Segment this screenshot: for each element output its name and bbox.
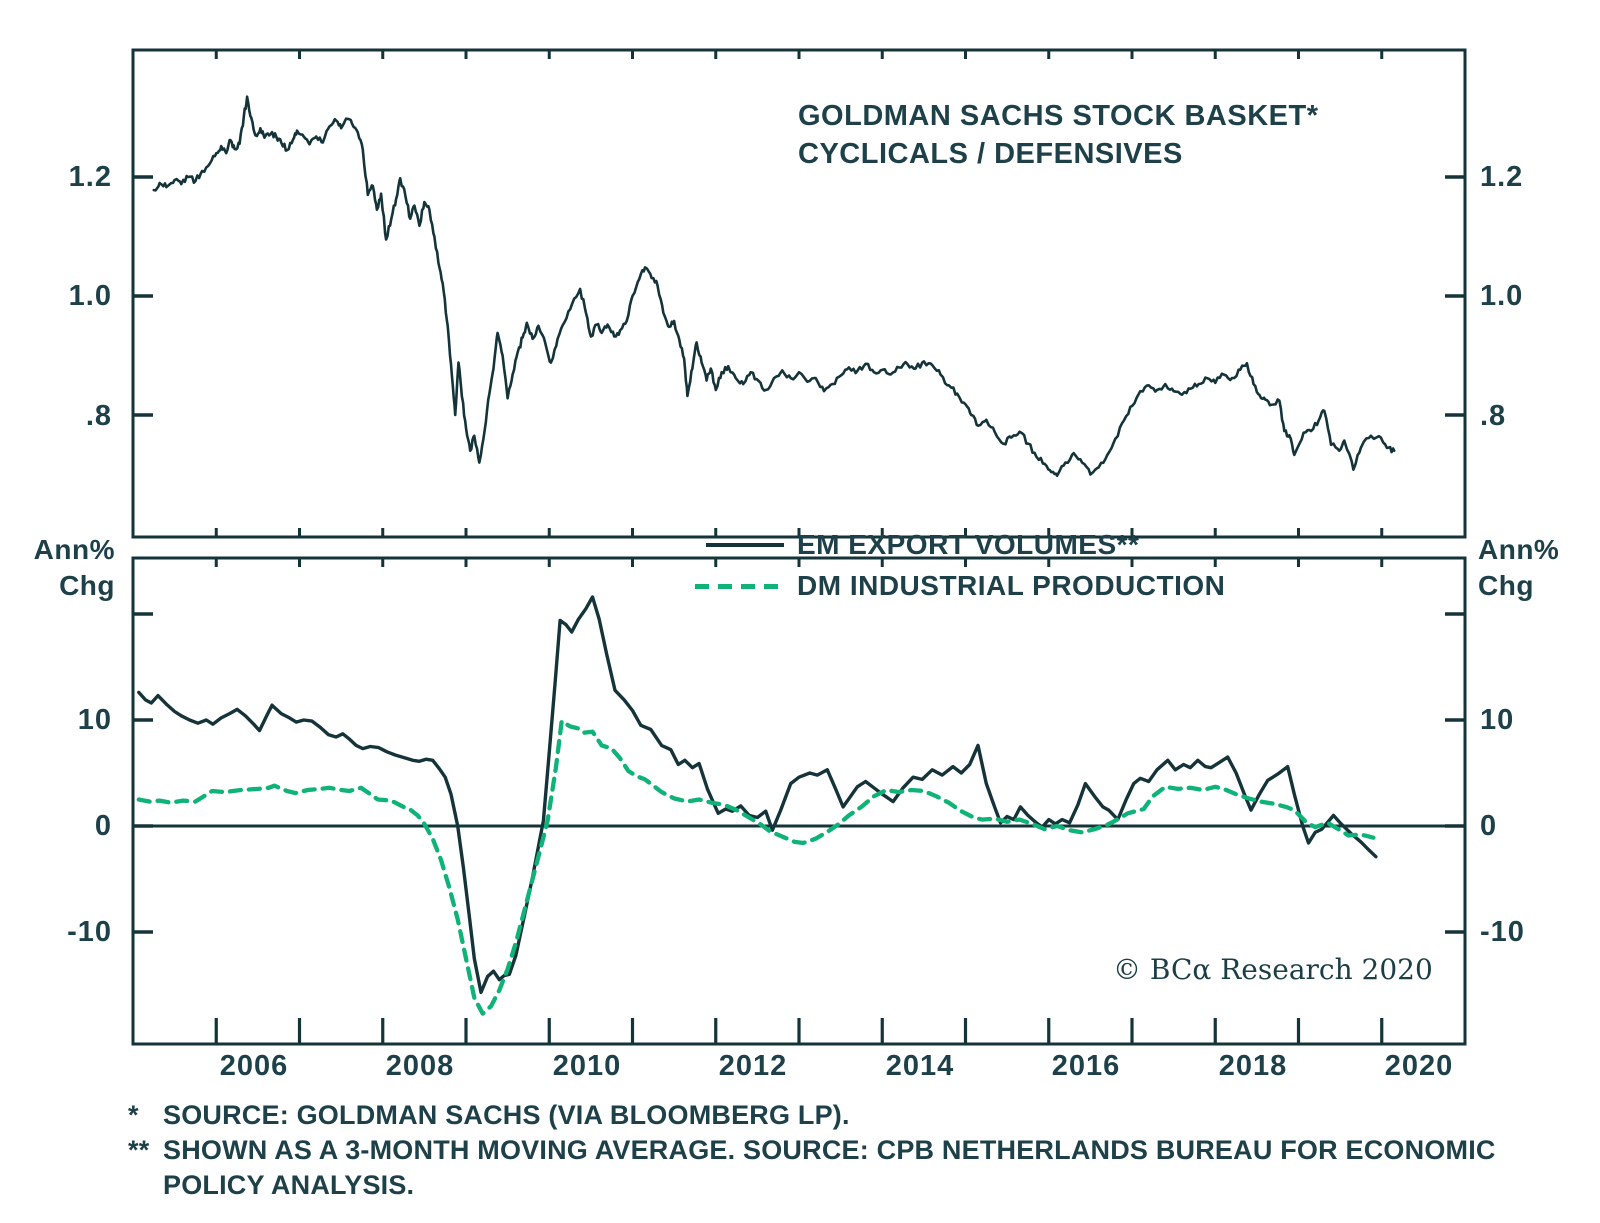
y-axis-label-left-0: 0 <box>94 810 112 842</box>
y-axis-label-right-0.8: .8 <box>1480 400 1507 432</box>
y-axis-title-left-line2: Chg <box>59 570 115 601</box>
legend-line-dashed-swatch <box>695 584 785 589</box>
y-axis-title-right-line1: Ann% <box>1478 534 1560 565</box>
y-axis-label-left-1.0: 1.0 <box>68 280 112 312</box>
footnote-3: POLICY ANALYSIS. <box>128 1170 414 1201</box>
x-axis-label-2012: 2012 <box>718 1050 788 1082</box>
y-axis-label-right-neg10: -10 <box>1480 916 1525 948</box>
y-axis-label-right-1.0: 1.0 <box>1480 280 1524 312</box>
y-axis-label-right-0: 0 <box>1480 810 1498 842</box>
x-axis-label-2010: 2010 <box>552 1050 622 1082</box>
footnote-1: * SOURCE: GOLDMAN SACHS (VIA BLOOMBERG L… <box>128 1100 850 1131</box>
chart-title-line2: CYCLICALS / DEFENSIVES <box>798 138 1183 170</box>
y-axis-title-right-line2: Chg <box>1478 570 1534 601</box>
footnote-2-text: SHOWN AS A 3-MONTH MOVING AVERAGE. SOURC… <box>163 1135 1496 1165</box>
footnote-1-marker: * <box>128 1100 139 1130</box>
footnote-2: ** SHOWN AS A 3-MONTH MOVING AVERAGE. SO… <box>128 1135 1496 1166</box>
x-axis-label-2020: 2020 <box>1384 1050 1454 1082</box>
x-axis-label-2014: 2014 <box>885 1050 955 1082</box>
dm-industrial-production-line <box>136 718 1376 1016</box>
x-axis-label-2006: 2006 <box>219 1050 289 1082</box>
y-axis-title-right: Ann% Chg <box>1478 532 1568 604</box>
y-axis-label-right-1.2: 1.2 <box>1480 161 1524 193</box>
chart-title: GOLDMAN SACHS STOCK BASKET* CYCLICALS / … <box>798 97 1319 173</box>
legend-line-solid-swatch <box>706 543 784 547</box>
x-axis-label-2016: 2016 <box>1051 1050 1121 1082</box>
legend-label-dm-industrial-production: DM INDUSTRIAL PRODUCTION <box>797 570 1226 601</box>
copyright-text: © BCα Research 2020 <box>1113 953 1433 986</box>
y-axis-title-left-line1: Ann% <box>33 534 115 565</box>
footnote-2-marker: ** <box>128 1135 150 1165</box>
footnote-3-text: POLICY ANALYSIS. <box>163 1170 415 1200</box>
y-axis-label-left-0.8: .8 <box>85 400 112 432</box>
y-axis-label-left-1.2: 1.2 <box>68 161 112 193</box>
x-axis-label-2018: 2018 <box>1218 1050 1288 1082</box>
em-export-volumes-line <box>137 595 1378 995</box>
legend-label-em-export-volumes: EM EXPORT VOLUMES** <box>797 529 1140 560</box>
cyclicals-defensives-line <box>152 95 1396 477</box>
y-axis-label-right-10: 10 <box>1480 704 1515 736</box>
y-axis-title-left: Ann% Chg <box>25 532 115 604</box>
chart-title-line1: GOLDMAN SACHS STOCK BASKET* <box>798 100 1319 132</box>
y-axis-label-left-10: 10 <box>77 704 112 736</box>
footnote-1-text: SOURCE: GOLDMAN SACHS (VIA BLOOMBERG LP)… <box>163 1100 850 1130</box>
y-axis-label-left-neg10: -10 <box>67 916 112 948</box>
x-axis-label-2008: 2008 <box>385 1050 455 1082</box>
